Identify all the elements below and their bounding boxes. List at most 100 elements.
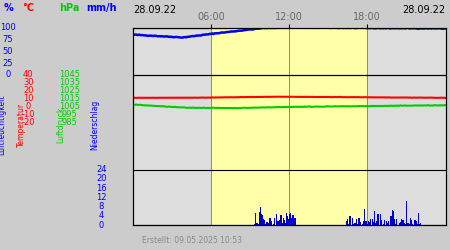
Text: 50: 50 bbox=[3, 47, 14, 56]
Bar bbox=[358, 218, 359, 225]
Bar bbox=[346, 221, 347, 225]
Bar bbox=[373, 222, 374, 225]
Bar bbox=[263, 219, 264, 225]
Bar bbox=[407, 223, 408, 225]
Bar bbox=[357, 224, 358, 225]
Bar bbox=[386, 222, 387, 225]
Bar bbox=[260, 207, 261, 225]
Bar bbox=[362, 224, 363, 225]
Bar bbox=[353, 224, 355, 225]
Bar bbox=[280, 215, 282, 225]
Bar bbox=[371, 224, 372, 225]
Bar bbox=[405, 224, 406, 225]
Bar bbox=[387, 223, 388, 225]
Text: 10: 10 bbox=[23, 94, 34, 103]
Bar bbox=[279, 220, 280, 225]
Bar bbox=[384, 220, 385, 225]
Text: 24: 24 bbox=[96, 165, 107, 174]
Bar bbox=[399, 224, 400, 225]
Bar bbox=[406, 201, 407, 225]
Bar bbox=[404, 222, 405, 225]
Text: Temperatur: Temperatur bbox=[17, 103, 26, 147]
Text: 1045: 1045 bbox=[59, 70, 80, 80]
Text: -10: -10 bbox=[22, 110, 35, 119]
Bar bbox=[392, 210, 393, 225]
Text: 100: 100 bbox=[0, 23, 16, 32]
Bar bbox=[359, 218, 360, 225]
Bar bbox=[275, 224, 276, 225]
Bar bbox=[255, 213, 256, 225]
Bar bbox=[270, 221, 272, 225]
Text: 1015: 1015 bbox=[59, 94, 80, 103]
Bar bbox=[278, 221, 279, 225]
Text: 20: 20 bbox=[23, 86, 34, 95]
Bar bbox=[420, 223, 421, 225]
Bar bbox=[287, 216, 288, 225]
Text: Niederschlag: Niederschlag bbox=[90, 100, 99, 150]
Bar bbox=[415, 220, 417, 225]
Bar bbox=[383, 224, 384, 225]
Bar bbox=[265, 224, 266, 225]
Text: 1005: 1005 bbox=[59, 102, 80, 111]
Bar bbox=[259, 212, 260, 225]
Bar bbox=[374, 211, 375, 225]
Text: Erstellt: 09.05.2025 10:53: Erstellt: 09.05.2025 10:53 bbox=[142, 236, 242, 245]
Bar bbox=[290, 213, 291, 225]
Bar bbox=[376, 221, 378, 225]
Bar bbox=[417, 224, 418, 225]
Bar bbox=[375, 223, 376, 225]
Text: 16: 16 bbox=[96, 184, 107, 193]
Bar bbox=[400, 222, 401, 225]
Bar bbox=[293, 218, 295, 225]
Text: 1035: 1035 bbox=[59, 78, 80, 87]
Bar bbox=[411, 220, 412, 225]
Bar bbox=[274, 218, 275, 225]
Text: %: % bbox=[3, 3, 13, 13]
Bar bbox=[379, 214, 381, 225]
Bar bbox=[350, 216, 351, 225]
Bar bbox=[289, 214, 290, 225]
Bar bbox=[369, 222, 370, 225]
Bar bbox=[365, 221, 366, 225]
Bar bbox=[392, 210, 394, 225]
Bar bbox=[401, 219, 402, 225]
Bar bbox=[360, 222, 361, 225]
Bar bbox=[409, 224, 410, 225]
Text: Luftdruck: Luftdruck bbox=[56, 107, 65, 143]
Bar bbox=[295, 218, 296, 225]
Bar bbox=[381, 220, 382, 225]
Bar bbox=[348, 224, 349, 225]
Text: 40: 40 bbox=[23, 70, 34, 80]
Bar bbox=[355, 223, 356, 225]
Text: 28.09.22: 28.09.22 bbox=[133, 5, 176, 15]
Bar bbox=[396, 219, 397, 225]
Bar bbox=[283, 218, 284, 225]
Bar bbox=[288, 219, 289, 225]
Text: 1025: 1025 bbox=[59, 86, 80, 95]
Bar bbox=[368, 221, 369, 225]
Text: 20: 20 bbox=[96, 174, 107, 184]
Text: °C: °C bbox=[22, 3, 34, 13]
Bar bbox=[273, 224, 274, 225]
Text: 0: 0 bbox=[5, 70, 11, 80]
Text: 0: 0 bbox=[26, 102, 31, 111]
Text: 30: 30 bbox=[23, 78, 34, 87]
Text: 0: 0 bbox=[99, 220, 104, 230]
Bar bbox=[285, 223, 286, 225]
Bar bbox=[419, 224, 420, 225]
Text: 12: 12 bbox=[96, 193, 107, 202]
Bar bbox=[281, 222, 283, 225]
Text: 25: 25 bbox=[3, 58, 14, 68]
Bar bbox=[410, 218, 411, 225]
Bar bbox=[352, 218, 353, 225]
Bar bbox=[363, 221, 365, 225]
Text: -20: -20 bbox=[22, 118, 35, 127]
Bar bbox=[267, 222, 269, 225]
Bar bbox=[256, 223, 257, 225]
Bar bbox=[372, 219, 373, 225]
Text: 985: 985 bbox=[62, 118, 78, 127]
Bar bbox=[284, 220, 285, 225]
Bar bbox=[414, 220, 415, 225]
Bar bbox=[268, 223, 270, 225]
Bar bbox=[370, 219, 371, 225]
